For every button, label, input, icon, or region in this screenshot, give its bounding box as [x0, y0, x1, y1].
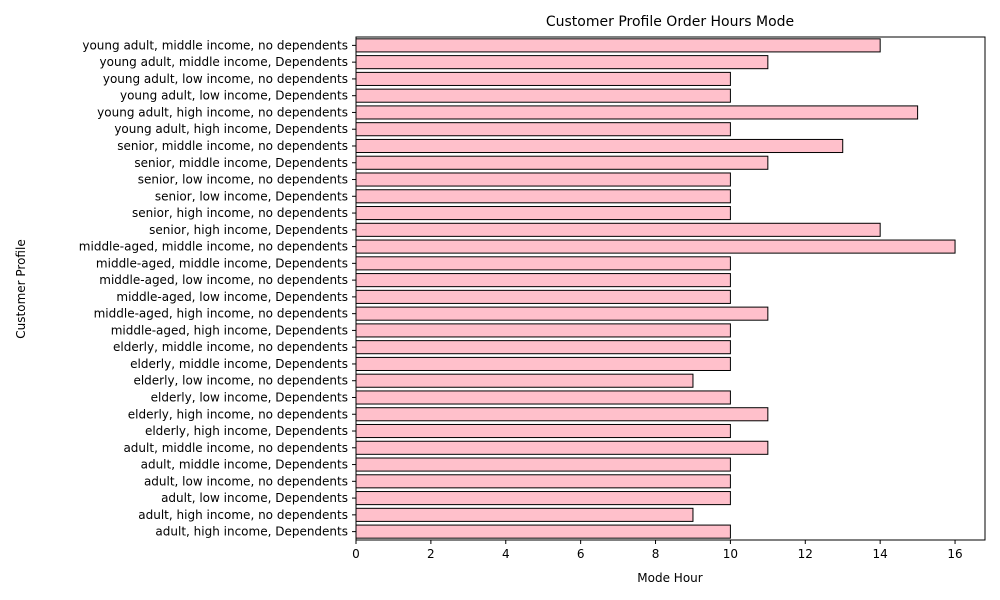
bar: [355, 457, 731, 472]
y-tick-label: elderly, high income, no dependents: [128, 407, 348, 421]
x-ticks-group: 0 2 4 6 8 10 12 14 16: [352, 540, 963, 561]
y-tick-label: elderly, low income, Dependents: [151, 390, 348, 404]
bar: [355, 323, 731, 338]
y-tick-label: adult, high income, no dependents: [138, 508, 348, 522]
y-tick-label: senior, middle income, no dependents: [117, 139, 348, 153]
y-tick-label: adult, middle income, Dependents: [141, 458, 348, 472]
bar: [355, 172, 731, 187]
y-tick-label: young adult, middle income, Dependents: [100, 55, 349, 69]
y-tick-label: young adult, low income, Dependents: [120, 89, 348, 103]
bar: [355, 206, 731, 221]
y-tick-label: adult, middle income, no dependents: [123, 441, 348, 455]
y-tick-label: young adult, high income, no dependents: [97, 105, 348, 119]
y-tick-label: elderly, middle income, no dependents: [113, 340, 348, 354]
y-tick-label: senior, high income, no dependents: [132, 206, 348, 220]
bar: [355, 524, 731, 539]
y-tick-label: young adult, high income, Dependents: [114, 122, 348, 136]
x-tick-label: 12: [798, 547, 813, 561]
y-tick-label: adult, low income, Dependents: [161, 491, 348, 505]
bar: [355, 491, 731, 506]
plot-frame: [355, 36, 986, 541]
bar: [355, 222, 881, 237]
bar: [355, 390, 731, 405]
y-tick-label: young adult, low income, no dependents: [103, 72, 348, 86]
bar: [355, 239, 956, 254]
bar: [355, 273, 731, 288]
bar: [355, 122, 731, 137]
bars-group: [355, 38, 956, 539]
y-tick-label: middle-aged, middle income, Dependents: [96, 256, 348, 270]
x-tick-label: 14: [873, 547, 888, 561]
bar: [355, 373, 694, 388]
bar: [355, 88, 731, 103]
x-tick-label: 4: [502, 547, 510, 561]
x-tick-label: 10: [723, 547, 738, 561]
chart-title: Customer Profile Order Hours Mode: [546, 14, 794, 30]
x-axis-label: Mode Hour: [637, 571, 702, 585]
y-tick-label: elderly, high income, Dependents: [145, 424, 348, 438]
y-tick-label: senior, middle income, Dependents: [134, 156, 348, 170]
y-tick-label: senior, low income, Dependents: [155, 189, 348, 203]
bar: [355, 423, 731, 439]
x-tick-label: 16: [947, 547, 962, 561]
bar: [355, 105, 919, 120]
x-tick-label: 2: [427, 547, 435, 561]
y-tick-label: middle-aged, high income, no dependents: [94, 307, 348, 321]
bar: [355, 407, 769, 422]
y-tick-label: adult, high income, Dependents: [155, 525, 348, 539]
y-axis-label: Customer Profile: [14, 239, 28, 338]
x-tick-label: 8: [652, 547, 660, 561]
bar: [355, 340, 731, 355]
x-tick-label: 6: [577, 547, 585, 561]
y-tick-label: middle-aged, low income, Dependents: [116, 290, 348, 304]
bar: [355, 38, 881, 53]
bar: [355, 256, 731, 271]
bar: [355, 71, 731, 86]
y-tick-label: adult, low income, no dependents: [144, 474, 348, 488]
bar: [355, 55, 769, 70]
bar: [355, 507, 694, 522]
y-tick-label: senior, high income, Dependents: [149, 223, 348, 237]
y-ticks-group: adult, high income, Dependents adult, hig…: [79, 38, 356, 539]
bar: [355, 189, 731, 204]
y-tick-label: middle-aged, high income, Dependents: [111, 323, 348, 337]
bar: [355, 440, 769, 455]
bar: [355, 289, 731, 304]
y-tick-label: elderly, middle income, Dependents: [130, 357, 348, 371]
y-tick-label: middle-aged, low income, no dependents: [99, 273, 348, 287]
bar: [355, 138, 844, 154]
bar: [355, 474, 731, 489]
x-tick-label: 0: [352, 547, 360, 561]
bar: [355, 306, 769, 321]
y-tick-label: middle-aged, middle income, no dependent…: [79, 240, 348, 254]
y-tick-label: elderly, low income, no dependents: [133, 374, 348, 388]
y-tick-label: young adult, middle income, no dependent…: [82, 38, 348, 52]
bar: [355, 155, 769, 170]
bar: [355, 356, 731, 371]
y-tick-label: senior, low income, no dependents: [138, 173, 348, 187]
